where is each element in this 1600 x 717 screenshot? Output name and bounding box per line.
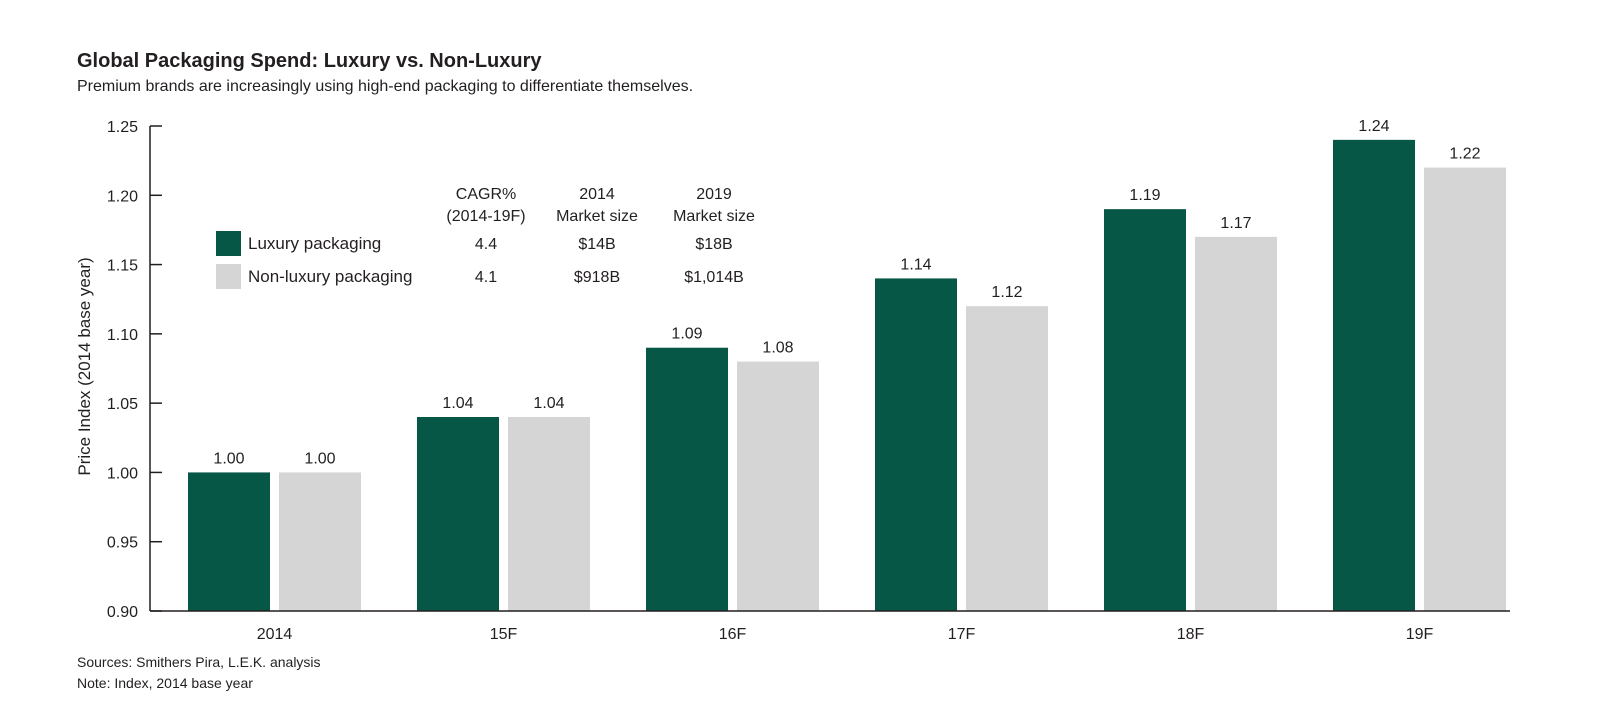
index-note: Note: Index, 2014 base year bbox=[77, 675, 253, 691]
y-tick-label: 1.20 bbox=[107, 188, 138, 205]
x-tick-label: 16F bbox=[719, 626, 747, 643]
legend-cagr: 4.1 bbox=[475, 269, 497, 286]
x-tick-label: 2014 bbox=[257, 626, 293, 643]
x-tick-label: 19F bbox=[1406, 626, 1434, 643]
legend-size-2014: $918B bbox=[574, 269, 620, 286]
bar-luxury-16F bbox=[646, 347, 728, 611]
legend-header: Market size bbox=[673, 208, 755, 225]
chart-subtitle: Premium brands are increasingly using hi… bbox=[77, 78, 694, 95]
data-label: 1.09 bbox=[671, 326, 702, 343]
legend-swatch-luxury bbox=[216, 231, 241, 256]
legend-header: (2014-19F) bbox=[446, 208, 525, 225]
y-tick-label: 1.25 bbox=[107, 119, 138, 136]
bar-non-luxury-17F bbox=[966, 306, 1048, 611]
data-label: 1.24 bbox=[1358, 118, 1389, 135]
legend-size-2019: $1,014B bbox=[684, 269, 744, 286]
legend-size-2014: $14B bbox=[578, 236, 615, 253]
bar-non-luxury-18F bbox=[1195, 236, 1277, 611]
y-tick-label: 0.90 bbox=[107, 604, 138, 621]
y-tick-label: 1.15 bbox=[107, 258, 138, 275]
data-label: 1.00 bbox=[304, 450, 335, 467]
y-tick-label: 1.10 bbox=[107, 327, 138, 344]
data-label: 1.12 bbox=[991, 284, 1022, 301]
legend-header: 2019 bbox=[696, 186, 732, 203]
y-tick-label: 0.95 bbox=[107, 535, 138, 552]
bar-non-luxury-15F bbox=[508, 417, 590, 611]
chart-title: Global Packaging Spend: Luxury vs. Non-L… bbox=[77, 50, 542, 72]
bar-non-luxury-19F bbox=[1424, 167, 1506, 612]
legend-size-2019: $18B bbox=[695, 236, 732, 253]
data-label: 1.00 bbox=[213, 450, 244, 467]
data-label: 1.14 bbox=[900, 256, 931, 273]
legend-swatch-non-luxury bbox=[216, 264, 241, 289]
y-tick-label: 1.00 bbox=[107, 465, 138, 482]
data-label: 1.08 bbox=[762, 340, 793, 357]
y-axis-title: Price Index (2014 base year) bbox=[75, 257, 94, 475]
bar-non-luxury-16F bbox=[737, 361, 819, 611]
data-label: 1.17 bbox=[1220, 215, 1251, 232]
x-tick-label: 18F bbox=[1177, 626, 1205, 643]
legend-header: CAGR% bbox=[456, 186, 516, 203]
y-tick-label: 1.05 bbox=[107, 396, 138, 413]
legend-header: Market size bbox=[556, 208, 638, 225]
bar-non-luxury-2014 bbox=[279, 472, 361, 611]
x-tick-label: 17F bbox=[948, 626, 976, 643]
data-label: 1.04 bbox=[533, 395, 564, 412]
bar-luxury-17F bbox=[875, 278, 957, 611]
bar-luxury-19F bbox=[1333, 139, 1415, 611]
data-label: 1.04 bbox=[442, 395, 473, 412]
x-tick-label: 15F bbox=[490, 626, 518, 643]
bar-luxury-18F bbox=[1104, 209, 1186, 611]
sources-note: Sources: Smithers Pira, L.E.K. analysis bbox=[77, 654, 321, 670]
legend-label: Luxury packaging bbox=[248, 234, 381, 253]
bar-luxury-15F bbox=[417, 417, 499, 611]
data-label: 1.22 bbox=[1449, 146, 1480, 163]
bar-luxury-2014 bbox=[188, 472, 270, 611]
legend-cagr: 4.4 bbox=[475, 236, 497, 253]
legend-header: 2014 bbox=[579, 186, 615, 203]
data-label: 1.19 bbox=[1129, 187, 1160, 204]
legend-label: Non-luxury packaging bbox=[248, 267, 412, 286]
